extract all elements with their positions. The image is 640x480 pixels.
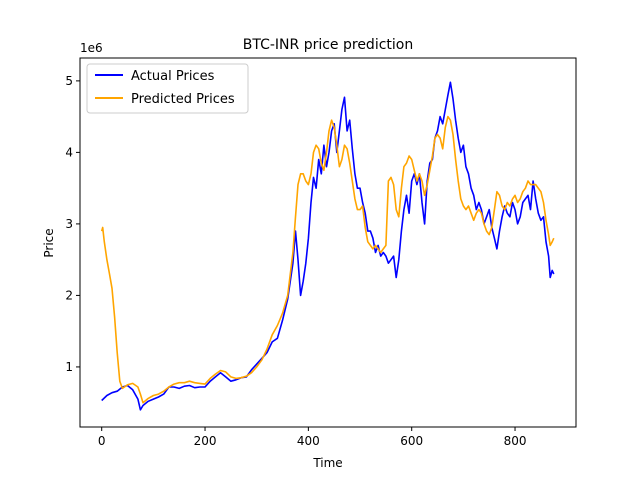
y-tick-label: 5 [65,74,73,88]
x-tick-label: 200 [194,434,217,448]
legend-label-actual: Actual Prices [131,69,215,84]
series-line-actual-prices [101,81,555,411]
x-tick-label: 600 [400,434,423,448]
legend-box [86,63,249,114]
legend: Actual Prices Predicted Prices [86,63,249,114]
y-multiplier-label: 1e6 [80,41,103,55]
y-tick-label: 2 [65,288,73,302]
series-layer [100,81,555,411]
y-axis: 1 2 3 4 5 [65,74,80,374]
y-tick-label: 1 [65,360,73,374]
x-axis: 0 200 400 600 800 [98,427,527,448]
x-axis-label: Time [312,456,342,470]
legend-label-predicted: Predicted Prices [131,92,235,107]
plot-frame [79,57,577,428]
x-tick-label: 400 [297,434,320,448]
series-line-predicted-prices [100,115,555,404]
chart-title: BTC-INR price prediction [243,37,413,53]
y-tick-label: 3 [65,217,73,231]
y-axis-label: Price [42,228,56,257]
x-tick-label: 800 [504,434,527,448]
x-tick-label: 0 [98,434,106,448]
y-tick-label: 4 [65,145,73,159]
